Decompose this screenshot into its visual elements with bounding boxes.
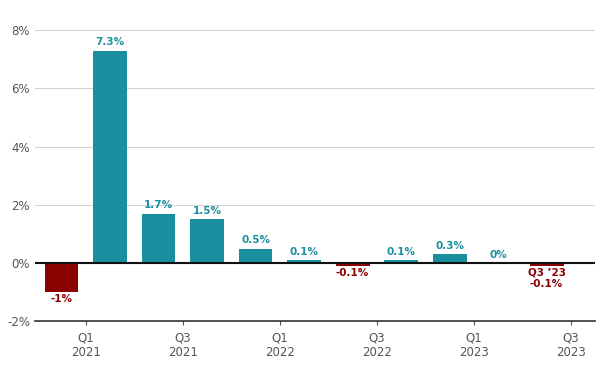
Bar bbox=[335, 263, 370, 266]
Bar bbox=[238, 249, 273, 263]
Text: 0.3%: 0.3% bbox=[435, 241, 464, 251]
Text: 0.5%: 0.5% bbox=[241, 235, 270, 245]
Text: Q3 ’23
-0.1%: Q3 ’23 -0.1% bbox=[527, 268, 565, 290]
Bar bbox=[45, 263, 78, 292]
Text: -1%: -1% bbox=[51, 294, 72, 304]
Bar bbox=[93, 51, 127, 263]
Text: 7.3%: 7.3% bbox=[96, 37, 125, 47]
Bar bbox=[433, 254, 467, 263]
Bar bbox=[530, 263, 563, 266]
Bar bbox=[141, 214, 175, 263]
Text: 0.1%: 0.1% bbox=[386, 247, 415, 257]
Text: 0%: 0% bbox=[489, 250, 507, 259]
Text: 1.7%: 1.7% bbox=[144, 200, 173, 210]
Text: 1.5%: 1.5% bbox=[193, 206, 222, 216]
Bar bbox=[384, 260, 418, 263]
Text: 0.1%: 0.1% bbox=[290, 247, 318, 257]
Bar bbox=[190, 220, 224, 263]
Text: -0.1%: -0.1% bbox=[336, 268, 369, 278]
Bar bbox=[287, 260, 321, 263]
